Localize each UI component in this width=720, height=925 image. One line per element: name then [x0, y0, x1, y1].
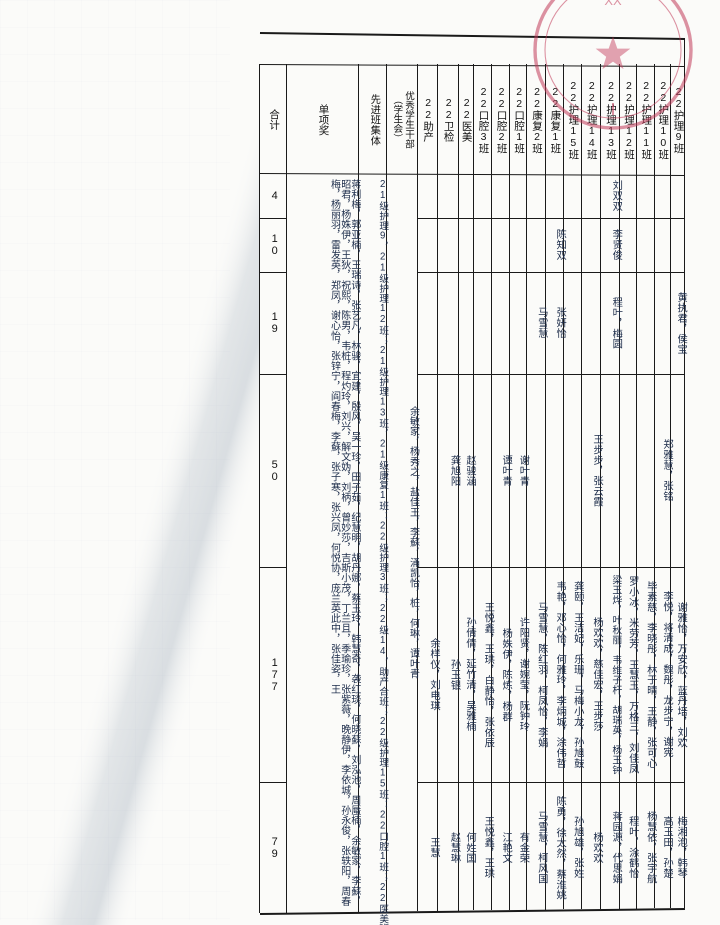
svg-text:XX: XX — [604, 0, 622, 8]
